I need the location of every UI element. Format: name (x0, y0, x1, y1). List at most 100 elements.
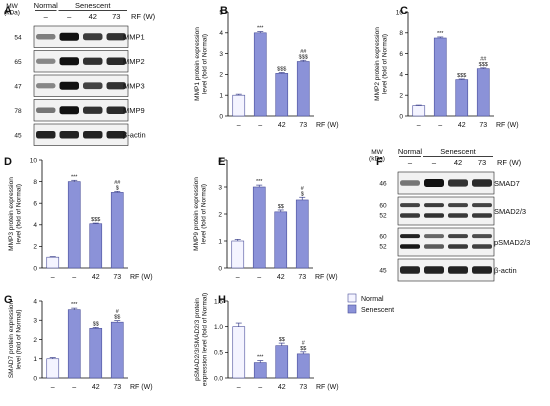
significance-label: ## (480, 56, 487, 62)
bar (275, 345, 289, 379)
lane-label: 42 (89, 12, 97, 21)
bar (232, 94, 246, 117)
band (448, 213, 468, 218)
band (59, 32, 79, 41)
protein-label: SMAD2/3 (494, 207, 526, 216)
bar (296, 353, 310, 379)
significance-label: $$$ (457, 73, 466, 79)
y-tick-label: 3 (33, 318, 37, 325)
x-axis-label: RF (W) (130, 384, 153, 391)
band (400, 266, 420, 274)
y-tick-label: 4 (33, 298, 37, 305)
bar (253, 362, 267, 379)
chart-e: E 0 1 2 3 4 MMP9 protein expressionlevel (fold… (193, 156, 338, 281)
y-tick-label: 4 (33, 222, 37, 229)
y-tick-label: 0.0 (214, 375, 223, 382)
panel-letter: A (4, 5, 12, 17)
header-senescent: Senescent (440, 147, 476, 156)
mw-label: 65 (14, 59, 22, 66)
bar (46, 358, 60, 379)
band (83, 106, 103, 114)
lane-label: 73 (112, 12, 120, 21)
significance-label: $ (301, 191, 304, 197)
bar (295, 199, 309, 269)
x-tick-label: 73 (298, 274, 306, 281)
y-tick-label: 2 (399, 93, 403, 100)
bar (232, 326, 246, 379)
x-tick-label: 73 (299, 384, 307, 391)
significance-label: *** (257, 355, 264, 361)
x-tick-label: – (236, 274, 240, 281)
x-tick-label: 42 (92, 274, 100, 281)
bar (274, 211, 288, 269)
x-axis-label: RF (W) (316, 122, 339, 129)
significance-label: $$$ (479, 62, 488, 68)
x-tick-label: 42 (458, 122, 466, 129)
band (106, 57, 126, 65)
protein-label: β-actin (123, 131, 146, 140)
mw-label: 45 (14, 132, 22, 139)
chart-b: B 0 1 2 3 4 5 MMP1 protein expressionlevel (fol… (194, 5, 339, 129)
y-tick-label: 6 (33, 201, 37, 208)
x-axis-label: RF (W) (315, 274, 338, 281)
significance-label: $$ (114, 315, 120, 321)
x-tick-label: – (257, 274, 261, 281)
bar (46, 256, 60, 269)
y-tick-label: 8 (33, 179, 37, 186)
band (106, 130, 126, 139)
bar (89, 223, 103, 269)
significance-label: *** (71, 174, 78, 180)
blot-strip (33, 50, 129, 73)
x-tick-label: 42 (278, 122, 286, 129)
y-tick-label: 2 (218, 211, 222, 218)
significance-label: ## (300, 49, 307, 55)
chart-c: C 0 2 4 6 8 10 MMP2 protein expressionlevel (fo… (374, 5, 519, 129)
band (424, 234, 444, 239)
band (83, 57, 103, 65)
mw-unit: MW (kDa) (4, 3, 20, 17)
x-axis-label: RF (W) (130, 274, 153, 281)
band (83, 130, 103, 139)
bar (253, 32, 267, 117)
x-tick-label: – (51, 274, 55, 281)
band (36, 130, 56, 139)
panel-letter: D (4, 156, 12, 168)
significance-label: # (116, 309, 120, 315)
band (448, 234, 468, 239)
y-tick-label: 2 (219, 72, 223, 79)
band (472, 244, 492, 249)
x-tick-label: – (258, 122, 262, 129)
x-tick-label: – (51, 384, 55, 391)
band (448, 203, 468, 208)
band (36, 83, 56, 89)
x-tick-label: 73 (113, 274, 121, 281)
chart-d: D 0 2 4 6 8 10 MMP3 protein expressionlevel (fo… (4, 156, 153, 281)
significance-label: *** (256, 179, 263, 185)
x-axis-label: RF (W) (496, 122, 519, 129)
bar (67, 309, 81, 379)
y-tick-label: 6 (399, 51, 403, 58)
significance-label: $$ (300, 346, 306, 352)
legend-label-normal: Normal (361, 296, 384, 303)
y-tick-label: 10 (396, 9, 404, 16)
y-tick-label: 0.5 (214, 350, 223, 357)
x-tick-label: – (72, 384, 76, 391)
protein-label: MMP9 (123, 106, 145, 115)
significance-label: *** (71, 302, 78, 308)
header-senescent: Senescent (75, 1, 111, 10)
x-tick-label: 73 (299, 122, 307, 129)
band (83, 33, 103, 41)
y-axis-label: MMP9 protein expressionlevel (fold of No… (193, 177, 208, 251)
significance-label: *** (257, 26, 264, 32)
x-tick-label: 73 (113, 384, 121, 391)
x-tick-label: 73 (479, 122, 487, 129)
legend-swatch-senescent (347, 304, 357, 314)
x-tick-label: 42 (277, 274, 285, 281)
band (424, 203, 444, 208)
y-tick-label: 2 (33, 244, 37, 251)
band (472, 266, 492, 274)
band (83, 82, 103, 90)
band (36, 34, 56, 40)
significance-label: $ (116, 185, 119, 191)
bar (476, 68, 490, 117)
